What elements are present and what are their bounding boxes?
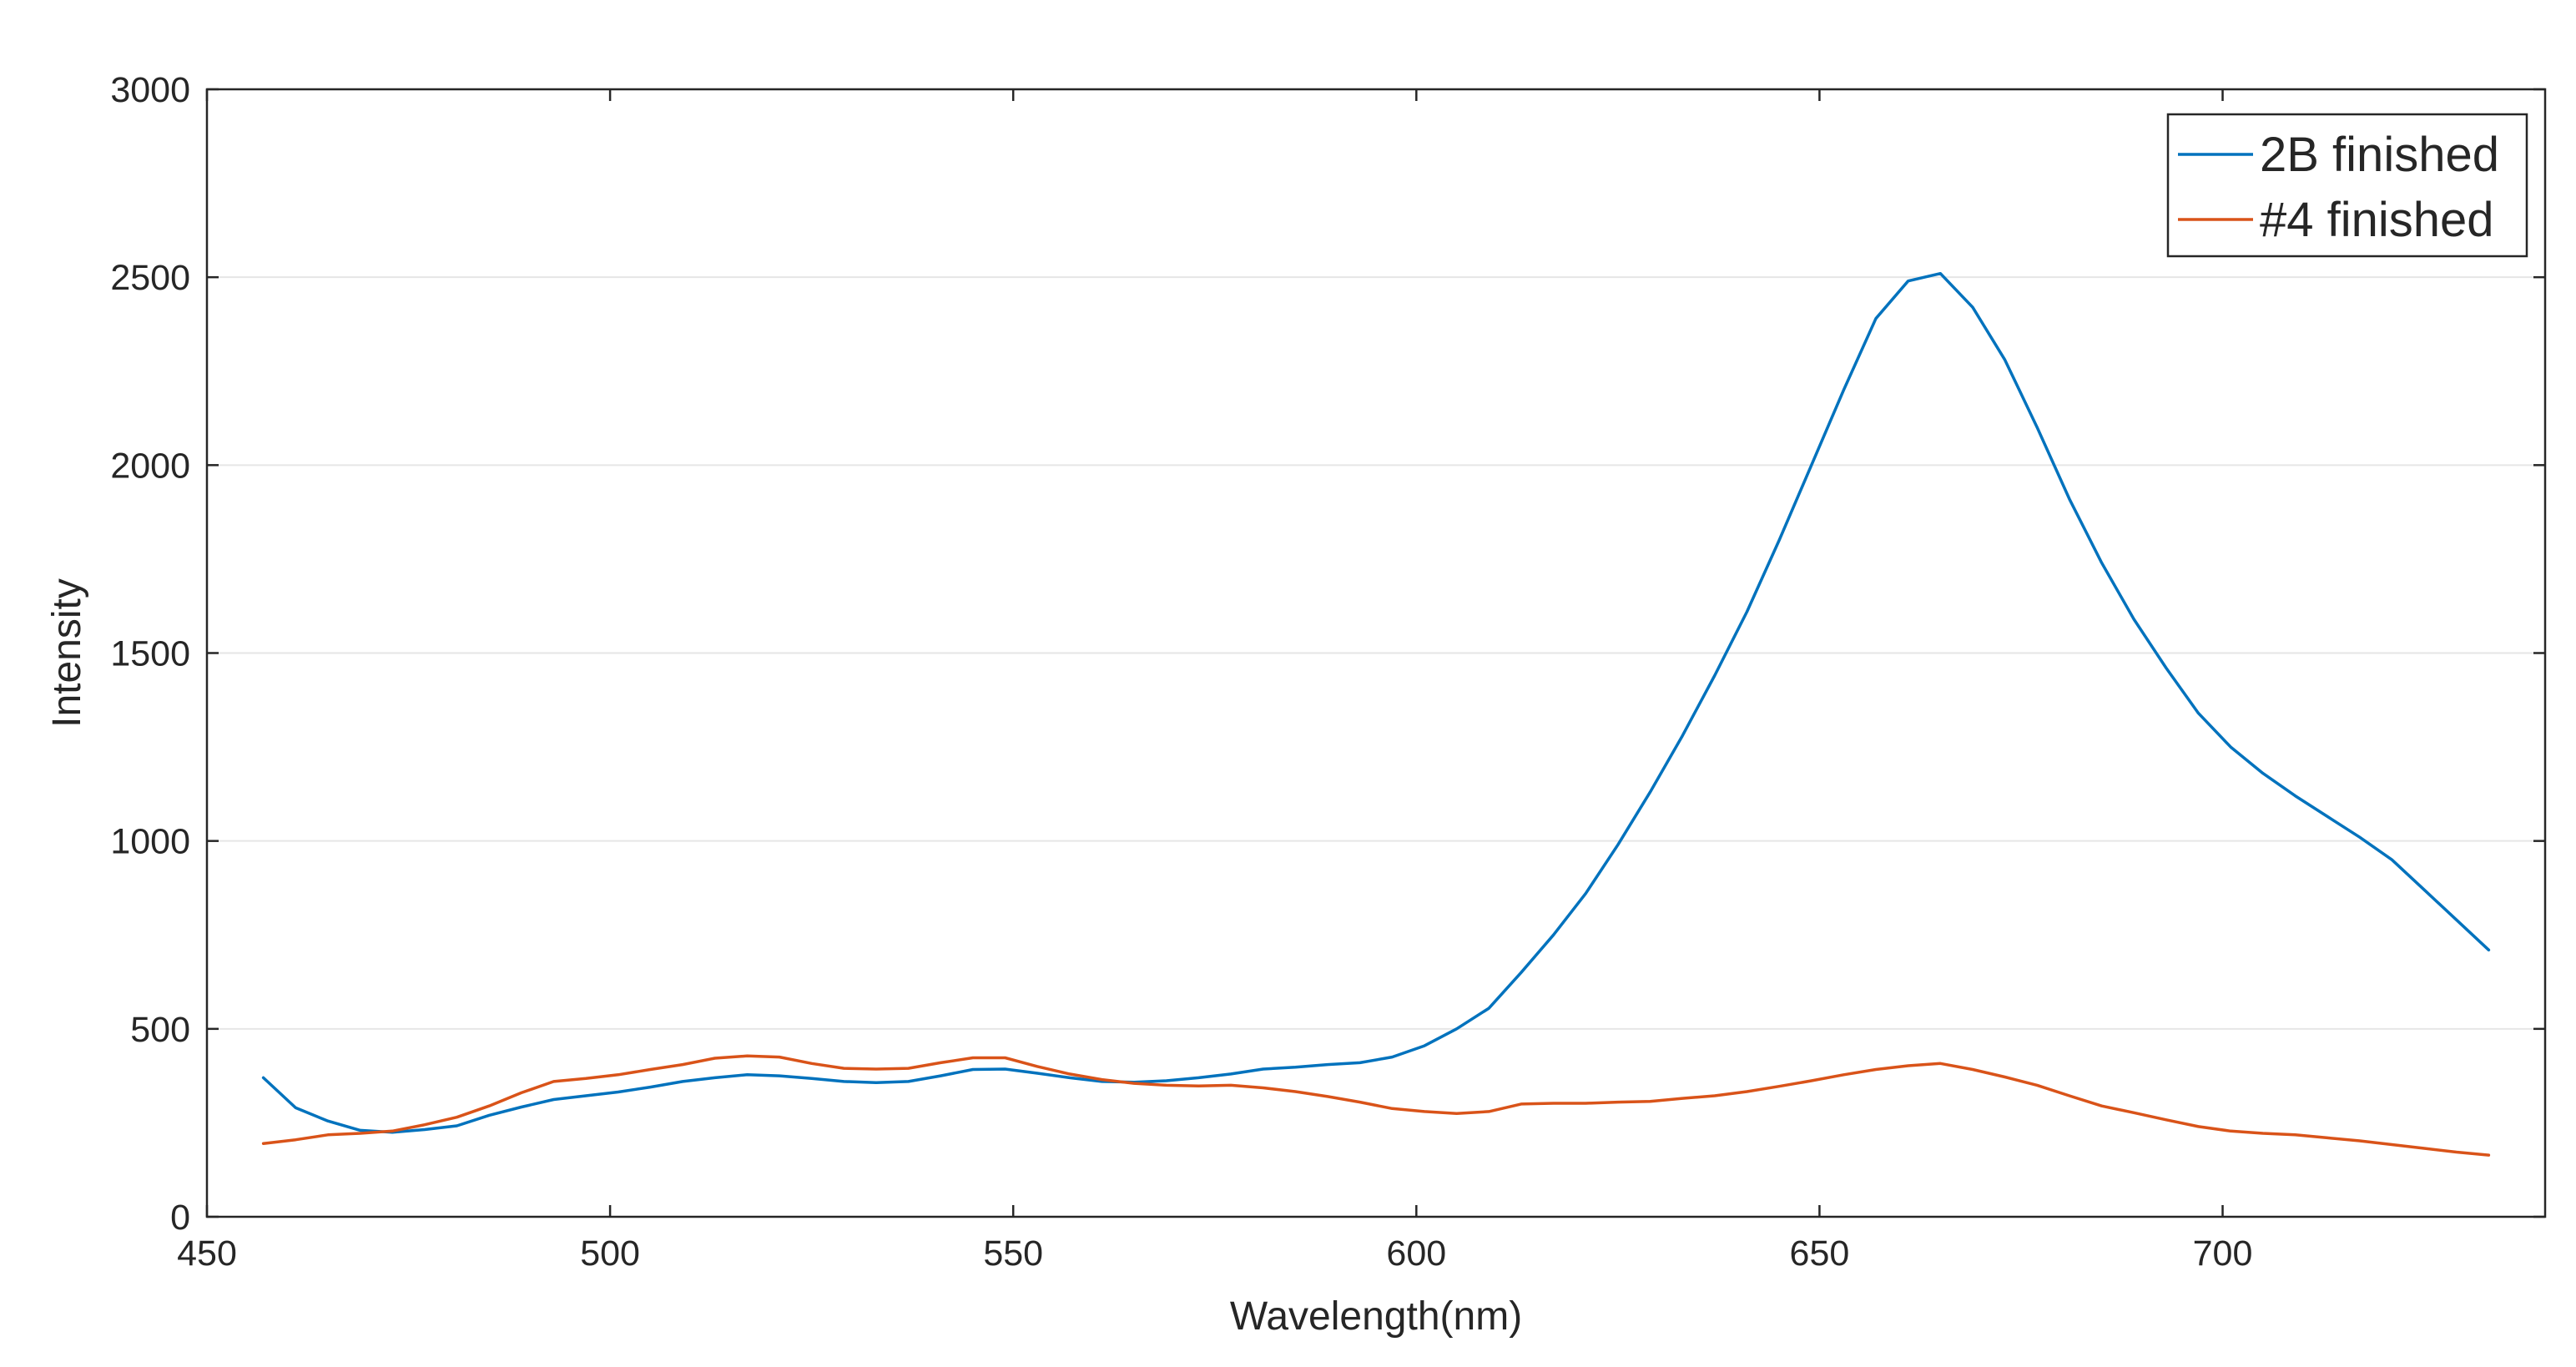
y-tick-label: 500 <box>130 1010 190 1050</box>
y-tick-label: 2500 <box>110 258 190 298</box>
legend-label: 2B finished <box>2260 128 2499 182</box>
x-tick-label: 650 <box>1790 1233 1850 1274</box>
x-axis-label: Wavelength(nm) <box>1230 1294 1522 1339</box>
x-tick-label: 500 <box>580 1233 640 1274</box>
y-tick-label: 0 <box>170 1198 190 1238</box>
y-axis-label: Intensity <box>45 578 89 728</box>
series-line-2 <box>261 1054 2491 1157</box>
x-tick-label: 550 <box>983 1233 1043 1274</box>
y-tick-label: 1000 <box>110 822 190 862</box>
axis-ticks: 0 500 1000 1500 2000 2500 3000 450 500 550 600 650 7… <box>110 70 2545 1274</box>
y-tick-label: 1500 <box>110 634 190 674</box>
legend-label: #4 finished <box>2260 193 2494 247</box>
data-series <box>261 271 2491 1157</box>
x-tick-label: 450 <box>177 1233 237 1274</box>
x-tick-label: 600 <box>1386 1233 1446 1274</box>
legend-box <box>2166 113 2528 258</box>
y-tick-label: 3000 <box>110 70 190 110</box>
series-line-1 <box>261 271 2491 1134</box>
legend: 2B finished #4 finished <box>2166 113 2528 258</box>
x-tick-label: 700 <box>2193 1233 2253 1274</box>
y-tick-label: 2000 <box>110 446 190 486</box>
